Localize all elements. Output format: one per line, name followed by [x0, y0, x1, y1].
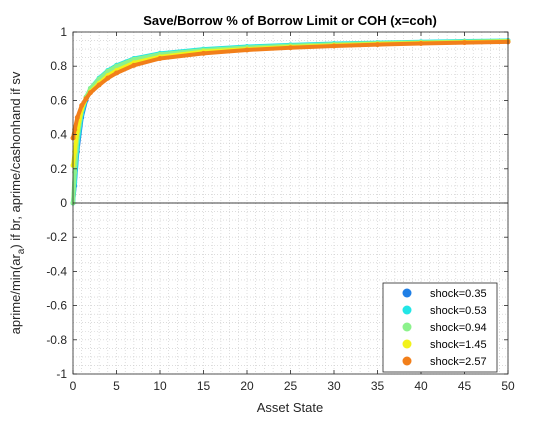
- y-tick-label: -0.2: [46, 230, 67, 244]
- y-tick-label: 0.8: [50, 59, 67, 73]
- y-axis-title: aprime/min(ara) if br, aprime/cashonhand…: [8, 71, 27, 334]
- y-axis-title-main: aprime/min(ar: [8, 254, 23, 335]
- y-tick-label: 0.2: [50, 162, 67, 176]
- legend-marker: [402, 288, 412, 298]
- data-point: [83, 96, 89, 102]
- x-tick-label: 10: [153, 379, 167, 393]
- legend-label: shock=0.53: [430, 305, 487, 317]
- legend-box: [382, 282, 498, 373]
- x-tick-label: 35: [371, 379, 385, 393]
- x-tick-label: 40: [414, 379, 428, 393]
- x-tick-label: 0: [70, 379, 77, 393]
- data-point: [244, 47, 250, 53]
- x-tick-label: 50: [501, 379, 515, 393]
- data-point: [72, 126, 78, 132]
- data-point: [72, 169, 78, 175]
- x-tick-label: 30: [327, 379, 341, 393]
- legend-marker: [402, 339, 412, 349]
- data-point: [79, 103, 85, 109]
- x-tick-label: 45: [458, 379, 472, 393]
- series-4: [70, 39, 511, 141]
- y-tick-label: 0.6: [50, 93, 67, 107]
- chart-title: Save/Borrow % of Borrow Limit or COH (x=…: [143, 13, 437, 28]
- x-axis-ticks: 0 5 10 15 20 25 30 35 40 45 50: [70, 32, 515, 393]
- data-point: [157, 56, 163, 62]
- plot-area: 0 5 10 15 20 25 30 35 40 45 50-1-0.8-0.6-0.4-0.200…: [46, 25, 515, 393]
- y-tick-label: 0.4: [50, 128, 67, 142]
- y-tick-label: 1: [60, 25, 67, 39]
- legend-label: shock=0.94: [430, 322, 487, 334]
- legend-label: shock=1.45: [430, 339, 487, 351]
- data-point: [96, 82, 102, 88]
- legend-label: shock=0.35: [430, 288, 487, 300]
- data-point: [74, 115, 80, 120]
- x-tick-label: 5: [113, 379, 120, 393]
- y-tick-label: -0.4: [46, 264, 67, 278]
- y-tick-label: -0.8: [46, 333, 67, 347]
- data-point: [375, 42, 380, 48]
- data-point: [87, 90, 93, 96]
- x-tick-label: 25: [284, 379, 298, 393]
- data-point: [131, 62, 137, 68]
- y-axis-title-rest: ) if br, aprime/cashonhand if sv: [8, 71, 23, 249]
- legend-marker: [402, 322, 412, 332]
- y-tick-label: 0: [60, 196, 67, 210]
- x-axis-title: Asset State: [257, 400, 323, 415]
- y-tick-label: -0.6: [46, 299, 67, 313]
- data-point: [462, 40, 467, 46]
- data-point: [114, 63, 119, 69]
- legend-label: shock=2.57: [430, 356, 487, 368]
- data-point: [72, 149, 78, 155]
- y-axis-ticks: -1 -0.8 -0.6 -0.4 -0.2 0 0.2 0.4 0.6 0.8 1: [46, 25, 508, 381]
- legend-marker: [402, 305, 412, 315]
- legend-marker: [402, 356, 412, 366]
- x-tick-label: 20: [240, 379, 254, 393]
- data-point: [105, 75, 111, 81]
- x-tick-label: 15: [197, 379, 211, 393]
- data-point: [331, 43, 337, 49]
- y-axis-title-subscript: a: [16, 248, 27, 254]
- y-tick-label: -1: [56, 367, 67, 381]
- data-point: [288, 45, 293, 51]
- data-point: [201, 50, 206, 56]
- legend: shock=0.35 shock=0.53 shock=0.94 shock=1.45…: [382, 282, 498, 373]
- data-point: [418, 40, 424, 46]
- data-point: [114, 70, 119, 76]
